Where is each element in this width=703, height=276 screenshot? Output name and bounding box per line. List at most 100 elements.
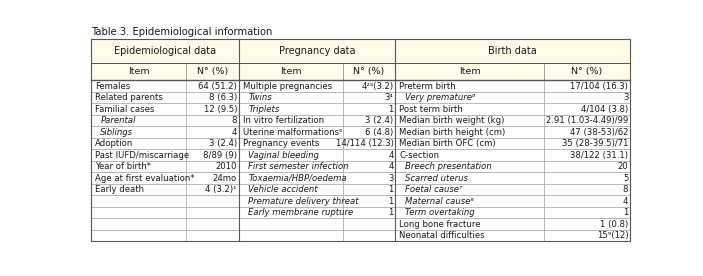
Bar bbox=[544, 126, 630, 138]
Bar bbox=[544, 172, 630, 184]
Bar bbox=[395, 92, 544, 104]
Text: 6 (4.8): 6 (4.8) bbox=[365, 128, 394, 137]
Bar bbox=[186, 149, 239, 161]
Text: Pregnancy data: Pregnancy data bbox=[278, 46, 355, 56]
Text: Foetal cause⁷: Foetal cause⁷ bbox=[405, 185, 463, 194]
Bar bbox=[343, 207, 395, 218]
Text: 35 (28-39.5)/71: 35 (28-39.5)/71 bbox=[562, 139, 628, 148]
Text: Preterm birth: Preterm birth bbox=[399, 82, 456, 91]
Bar bbox=[343, 104, 395, 115]
Bar bbox=[395, 63, 544, 81]
Bar bbox=[239, 207, 343, 218]
Text: Adoption: Adoption bbox=[95, 139, 133, 148]
Text: Long bone fracture: Long bone fracture bbox=[399, 220, 481, 229]
Bar bbox=[91, 138, 186, 149]
Text: Triplets: Triplets bbox=[248, 105, 280, 114]
Text: 1: 1 bbox=[388, 197, 394, 206]
Bar bbox=[91, 172, 186, 184]
Bar bbox=[395, 195, 544, 207]
Text: 2010: 2010 bbox=[216, 162, 237, 171]
Text: 4²³(3.2): 4²³(3.2) bbox=[361, 82, 394, 91]
Text: Parental: Parental bbox=[101, 116, 136, 125]
Bar bbox=[186, 138, 239, 149]
Text: Early membrane rupture: Early membrane rupture bbox=[248, 208, 354, 217]
Bar bbox=[544, 149, 630, 161]
Bar bbox=[395, 115, 544, 126]
Bar bbox=[395, 207, 544, 218]
Text: Siblings: Siblings bbox=[101, 128, 134, 137]
Bar bbox=[91, 115, 186, 126]
Text: 3: 3 bbox=[623, 93, 628, 102]
Text: Females: Females bbox=[95, 82, 130, 91]
Bar bbox=[544, 138, 630, 149]
Bar bbox=[395, 149, 544, 161]
Text: Year of birth*: Year of birth* bbox=[95, 162, 151, 171]
Bar bbox=[239, 104, 343, 115]
Text: Table 3. Epidemiological information: Table 3. Epidemiological information bbox=[91, 27, 272, 37]
Bar bbox=[343, 81, 395, 92]
Text: Median birth OFC (cm): Median birth OFC (cm) bbox=[399, 139, 496, 148]
Bar bbox=[239, 184, 343, 195]
Bar bbox=[239, 81, 343, 92]
Text: Epidemiological data: Epidemiological data bbox=[114, 46, 216, 56]
Bar bbox=[544, 207, 630, 218]
Text: 3 (2.4): 3 (2.4) bbox=[209, 139, 237, 148]
Bar bbox=[186, 126, 239, 138]
Text: Scarred uterus: Scarred uterus bbox=[405, 174, 467, 183]
Text: Neonatal difficulties: Neonatal difficulties bbox=[399, 231, 485, 240]
Bar bbox=[186, 195, 239, 207]
Text: 17/104 (16.3): 17/104 (16.3) bbox=[570, 82, 628, 91]
Text: 47 (38-53)/62: 47 (38-53)/62 bbox=[570, 128, 628, 137]
Text: Toxaemia/HBP/oedema: Toxaemia/HBP/oedema bbox=[248, 174, 347, 183]
Bar bbox=[395, 172, 544, 184]
Bar bbox=[186, 230, 239, 242]
Bar bbox=[91, 104, 186, 115]
Text: 8/89 (9): 8/89 (9) bbox=[203, 151, 237, 160]
Text: 15⁹(12): 15⁹(12) bbox=[597, 231, 628, 240]
Text: Pregnancy events: Pregnancy events bbox=[243, 139, 319, 148]
Text: 8 (6.3): 8 (6.3) bbox=[209, 93, 237, 102]
Bar bbox=[544, 161, 630, 172]
Text: 4: 4 bbox=[232, 128, 237, 137]
Bar bbox=[343, 63, 395, 81]
Bar bbox=[544, 81, 630, 92]
Text: 1: 1 bbox=[388, 185, 394, 194]
Text: 38/122 (31.1): 38/122 (31.1) bbox=[570, 151, 628, 160]
Bar bbox=[186, 161, 239, 172]
Text: 1: 1 bbox=[623, 208, 628, 217]
Text: Past IUFD/miscarriage: Past IUFD/miscarriage bbox=[95, 151, 189, 160]
Bar bbox=[91, 230, 186, 242]
Bar bbox=[343, 195, 395, 207]
Bar bbox=[91, 161, 186, 172]
Bar bbox=[343, 172, 395, 184]
Bar bbox=[239, 92, 343, 104]
Text: 12 (9.5): 12 (9.5) bbox=[204, 105, 237, 114]
Bar bbox=[395, 218, 544, 230]
Bar bbox=[239, 63, 343, 81]
Text: 5: 5 bbox=[623, 174, 628, 183]
Bar bbox=[186, 172, 239, 184]
Text: Term overtaking: Term overtaking bbox=[405, 208, 475, 217]
Text: 3 (2.4): 3 (2.4) bbox=[366, 116, 394, 125]
Text: 64 (51.2): 64 (51.2) bbox=[198, 82, 237, 91]
Text: 1: 1 bbox=[388, 105, 394, 114]
Text: Maternal cause⁸: Maternal cause⁸ bbox=[405, 197, 474, 206]
Bar bbox=[343, 115, 395, 126]
Bar bbox=[544, 92, 630, 104]
Bar bbox=[343, 92, 395, 104]
Bar bbox=[395, 230, 544, 242]
Bar bbox=[544, 195, 630, 207]
Text: Related parents: Related parents bbox=[95, 93, 163, 102]
Text: Vaginal bleeding: Vaginal bleeding bbox=[248, 151, 319, 160]
Text: 20: 20 bbox=[618, 162, 628, 171]
Text: 8: 8 bbox=[623, 185, 628, 194]
Bar bbox=[343, 149, 395, 161]
Bar bbox=[343, 126, 395, 138]
Text: Item: Item bbox=[280, 67, 302, 76]
Text: Familial cases: Familial cases bbox=[95, 105, 155, 114]
Bar bbox=[91, 126, 186, 138]
Text: 14/114 (12.3): 14/114 (12.3) bbox=[335, 139, 394, 148]
Bar bbox=[343, 218, 395, 230]
Text: 3: 3 bbox=[388, 174, 394, 183]
Bar bbox=[91, 184, 186, 195]
